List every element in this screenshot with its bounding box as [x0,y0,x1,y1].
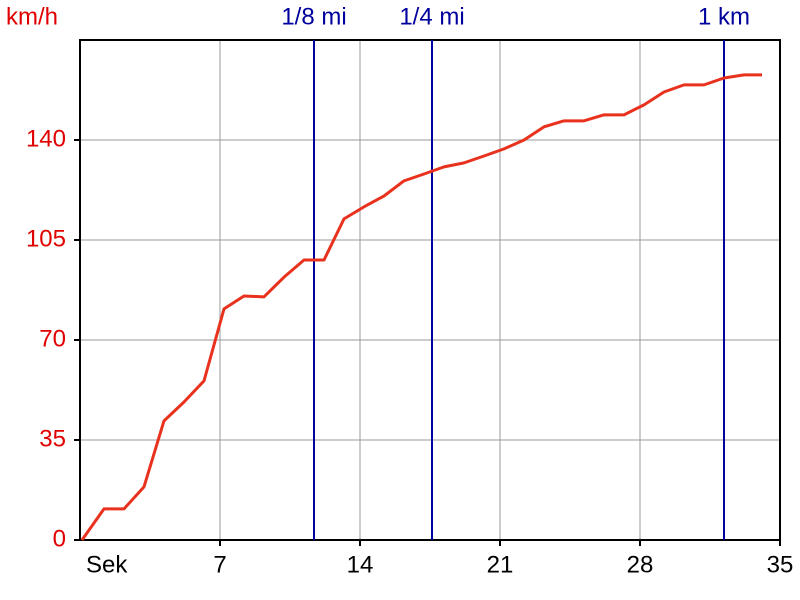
y-tick-label: 35 [39,425,66,452]
x-axis-label: Sek [86,551,128,578]
y-tick-label: 0 [53,525,66,552]
x-tick-label: 28 [627,551,654,578]
x-tick-label: 7 [213,551,226,578]
plot-frame [79,39,781,541]
y-tick-label: 105 [26,225,66,252]
y-tick-label: 70 [39,325,66,352]
y-tick-label: 140 [26,125,66,152]
x-tick-label: 35 [767,551,794,578]
marker-label: 1 km [698,3,750,30]
x-tick-label: 14 [347,551,374,578]
marker-label: 1/8 mi [281,3,346,30]
marker-label: 1/4 mi [399,3,464,30]
x-tick-label: 21 [487,551,514,578]
y-axis-label: km/h [6,3,58,30]
speed-line [80,73,762,541]
